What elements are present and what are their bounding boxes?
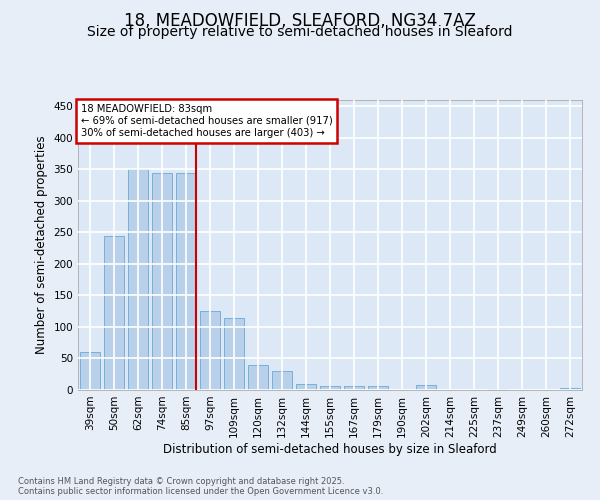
Y-axis label: Number of semi-detached properties: Number of semi-detached properties [35,136,48,354]
Bar [344,386,364,390]
Bar [128,170,148,390]
Bar [272,371,292,390]
Bar [320,386,340,390]
Bar [560,388,580,390]
X-axis label: Distribution of semi-detached houses by size in Sleaford: Distribution of semi-detached houses by … [163,442,497,456]
Text: 18, MEADOWFIELD, SLEAFORD, NG34 7AZ: 18, MEADOWFIELD, SLEAFORD, NG34 7AZ [124,12,476,30]
Text: Contains public sector information licensed under the Open Government Licence v3: Contains public sector information licen… [18,488,383,496]
Bar [488,388,508,390]
Bar [80,352,100,390]
Text: Contains HM Land Registry data © Crown copyright and database right 2025.: Contains HM Land Registry data © Crown c… [18,478,344,486]
Bar [248,365,268,390]
Bar [176,172,196,390]
Bar [224,318,244,390]
Text: Size of property relative to semi-detached houses in Sleaford: Size of property relative to semi-detach… [87,25,513,39]
Bar [152,172,172,390]
Bar [104,236,124,390]
Bar [200,311,220,390]
Bar [368,386,388,390]
Bar [296,384,316,390]
Bar [416,385,436,390]
Text: 18 MEADOWFIELD: 83sqm
← 69% of semi-detached houses are smaller (917)
30% of sem: 18 MEADOWFIELD: 83sqm ← 69% of semi-deta… [80,104,332,138]
